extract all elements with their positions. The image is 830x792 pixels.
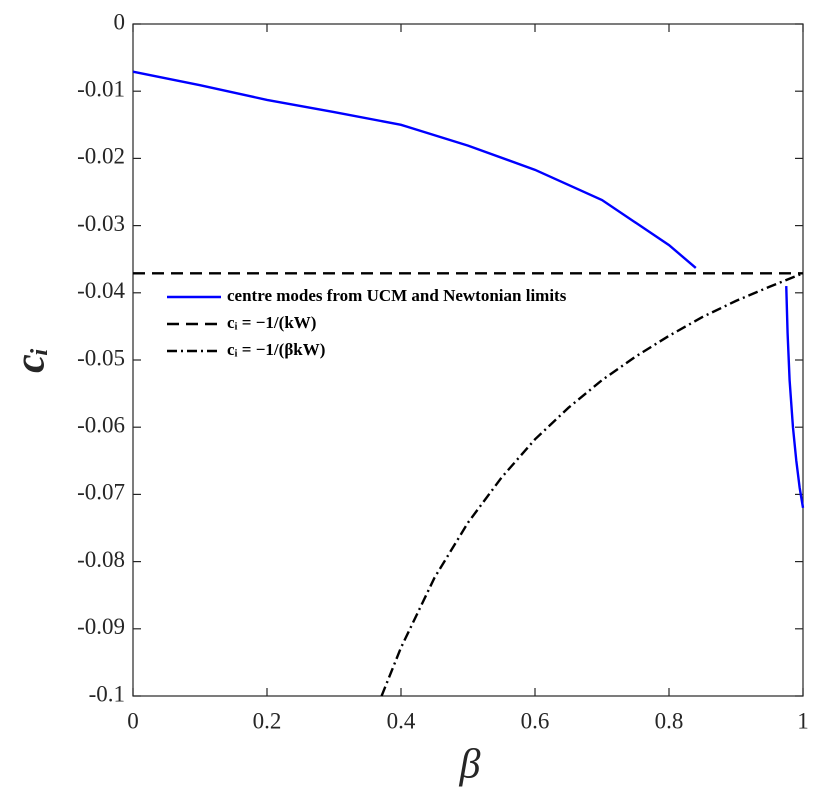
series-line: [380, 272, 804, 697]
x-axis-label: β: [459, 742, 481, 788]
series-line: [132, 70, 805, 509]
x-tick-label: 0: [127, 708, 139, 733]
y-tick-label: -0.06: [77, 412, 125, 437]
y-tick-label: -0.05: [77, 345, 125, 370]
y-tick-label: -0.02: [77, 144, 125, 169]
y-tick-label: -0.08: [77, 547, 125, 572]
x-tick-label: 0.8: [655, 708, 684, 733]
y-tick-label: -0.1: [89, 681, 125, 706]
y-tick-label: -0.03: [77, 211, 125, 236]
x-tick-label: 0.2: [253, 708, 282, 733]
y-tick-label: -0.01: [77, 76, 125, 101]
plot-frame: [132, 23, 804, 697]
y-axis-label: cᵢ: [8, 347, 54, 373]
y-tick-label: 0: [114, 9, 126, 34]
y-tick-label: -0.07: [77, 480, 125, 505]
x-tick-label: 1: [797, 708, 809, 733]
x-tick-label: 0.4: [387, 708, 416, 733]
x-tick-label: 0.6: [521, 708, 550, 733]
y-tick-label: -0.04: [77, 278, 125, 303]
legend-label: cᵢ = −1/(kW): [227, 313, 316, 332]
legend-label: centre modes from UCM and Newtonian limi…: [227, 286, 567, 305]
legend-label: cᵢ = −1/(βkW): [227, 340, 325, 359]
y-tick-label: -0.09: [77, 614, 125, 639]
